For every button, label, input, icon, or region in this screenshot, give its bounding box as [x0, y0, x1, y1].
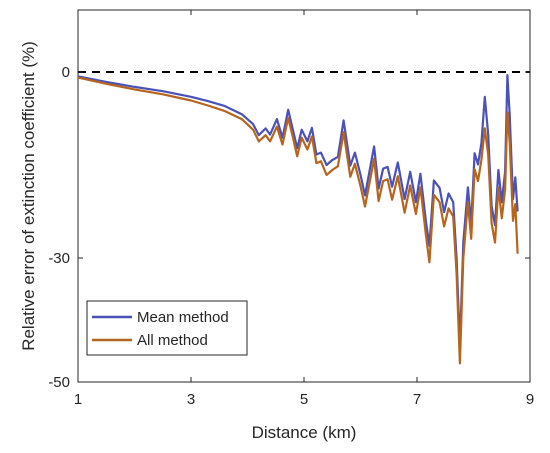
ticks-layer: 1 3 5 7 9 0 -30 -50 — [48, 10, 534, 408]
x-tick-label: 1 — [74, 391, 82, 408]
series-line-all-method — [77, 76, 519, 365]
legend-label-mean-method: Mean method — [137, 309, 229, 326]
series-layer — [77, 74, 519, 365]
y-tick-label: 0 — [62, 64, 70, 81]
x-tick-label: 5 — [300, 391, 308, 408]
legend-label-all-method: All method — [137, 332, 208, 349]
y-tick-label: -50 — [48, 374, 70, 391]
y-tick-label: -30 — [48, 250, 70, 267]
legend: Mean method All method — [86, 300, 248, 356]
series-line-mean-method — [77, 74, 519, 348]
x-tick-label: 3 — [187, 391, 195, 408]
x-tick-label: 9 — [526, 391, 534, 408]
x-axis-label: Distance (km) — [252, 423, 357, 442]
legend-box — [86, 300, 248, 356]
y-axis-label: Relative error of extinction coefficient… — [19, 41, 38, 351]
x-tick-label: 7 — [413, 391, 421, 408]
